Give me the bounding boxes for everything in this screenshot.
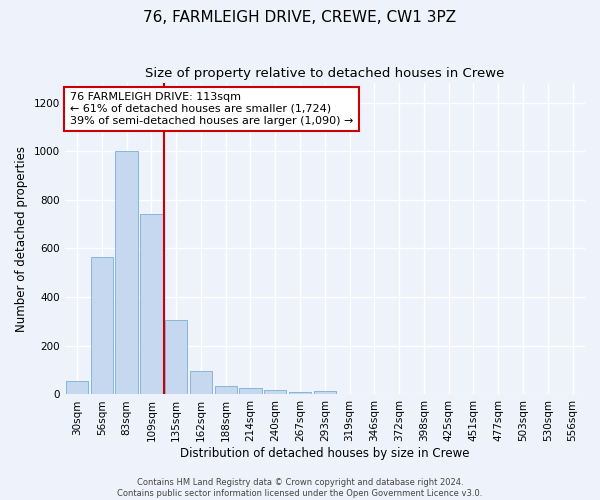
Text: 76, FARMLEIGH DRIVE, CREWE, CW1 3PZ: 76, FARMLEIGH DRIVE, CREWE, CW1 3PZ <box>143 10 457 25</box>
X-axis label: Distribution of detached houses by size in Crewe: Distribution of detached houses by size … <box>180 447 470 460</box>
Bar <box>190 372 212 394</box>
Bar <box>165 320 187 394</box>
Y-axis label: Number of detached properties: Number of detached properties <box>15 146 28 332</box>
Bar <box>239 388 262 394</box>
Bar <box>264 390 286 394</box>
Text: Contains HM Land Registry data © Crown copyright and database right 2024.
Contai: Contains HM Land Registry data © Crown c… <box>118 478 482 498</box>
Text: 76 FARMLEIGH DRIVE: 113sqm
← 61% of detached houses are smaller (1,724)
39% of s: 76 FARMLEIGH DRIVE: 113sqm ← 61% of deta… <box>70 92 353 126</box>
Bar <box>314 391 336 394</box>
Bar <box>215 386 237 394</box>
Bar <box>140 214 163 394</box>
Bar <box>289 392 311 394</box>
Bar <box>66 381 88 394</box>
Title: Size of property relative to detached houses in Crewe: Size of property relative to detached ho… <box>145 68 505 80</box>
Bar <box>115 151 138 394</box>
Bar <box>91 257 113 394</box>
